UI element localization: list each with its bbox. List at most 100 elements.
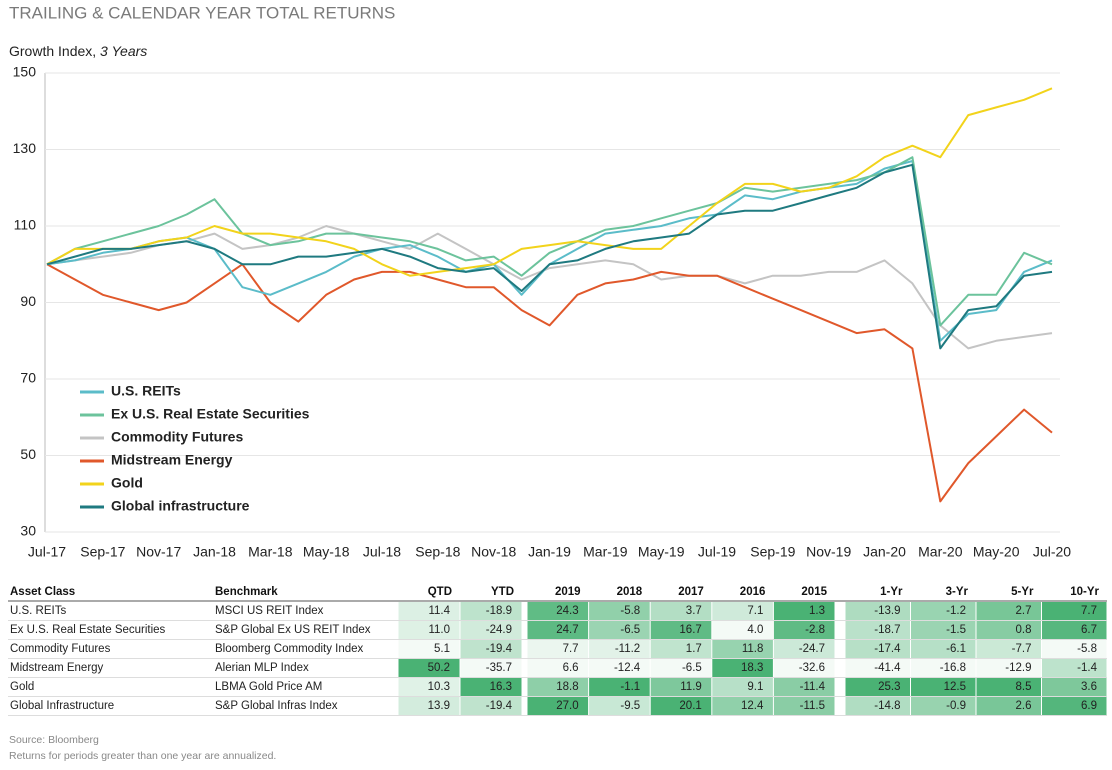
column-header: 5-Yr — [1011, 586, 1034, 598]
table-cell: 0.8 — [1016, 624, 1032, 636]
cell-shade — [773, 621, 835, 639]
cell-shade — [460, 697, 522, 715]
table-cell: -16.8 — [940, 662, 966, 674]
x-tick-label: Mar-19 — [583, 544, 628, 560]
table-cell: Global Infrastructure — [10, 700, 114, 712]
cell-shade — [845, 678, 910, 696]
cell-shade — [911, 697, 976, 715]
table-cell: Alerian MLP Index — [215, 662, 309, 674]
table-cell: -2.8 — [805, 624, 825, 636]
series-line — [46, 160, 1053, 342]
cell-shade — [911, 621, 976, 639]
table-cell: -12.9 — [1005, 662, 1031, 674]
table-cell: -13.9 — [874, 605, 900, 617]
cell-shade — [589, 659, 650, 677]
table-cell: MSCI US REIT Index — [215, 605, 324, 617]
cell-shade — [460, 659, 522, 677]
cell-shade — [527, 678, 589, 696]
cell-shade — [650, 621, 712, 639]
table-cell: 13.9 — [428, 700, 450, 712]
x-tick-label: Jan-20 — [863, 544, 906, 560]
table-cell: U.S. REITs — [10, 605, 66, 617]
table-cell: 3.6 — [1081, 681, 1097, 693]
x-tick-label: Sep-19 — [750, 544, 795, 560]
table-cell: 7.7 — [1081, 605, 1097, 617]
table-cell: -6.5 — [620, 624, 640, 636]
table-cell: -11.5 — [800, 700, 825, 712]
table-cell: 25.3 — [878, 681, 900, 693]
column-header: 10-Yr — [1070, 586, 1099, 598]
cell-shade — [1042, 678, 1107, 696]
table-cell: -19.4 — [486, 643, 513, 655]
series-line — [46, 225, 1053, 350]
table-cell: -5.8 — [1077, 643, 1097, 655]
table-cell: -11.4 — [800, 681, 826, 693]
cell-shade — [650, 697, 712, 715]
cell-shade — [589, 678, 650, 696]
table-cell: 6.7 — [1081, 624, 1097, 636]
page-title: TRAILING & CALENDAR YEAR TOTAL RETURNS — [9, 3, 395, 22]
legend-label: Ex U.S. Real Estate Securities — [111, 406, 310, 422]
table-cell: 2.6 — [1016, 700, 1032, 712]
table-cell: -18.7 — [874, 624, 900, 636]
x-tick-label: Jan-18 — [193, 544, 236, 560]
subtitle: Growth Index, — [9, 43, 96, 59]
column-header: 1-Yr — [880, 586, 903, 598]
x-tick-label: May-18 — [303, 544, 350, 560]
column-header: 2018 — [617, 586, 643, 598]
column-header: 3-Yr — [946, 586, 969, 598]
column-header: YTD — [491, 586, 514, 598]
cell-shade — [1042, 602, 1107, 620]
cell-shade — [845, 640, 910, 658]
cell-shade — [845, 621, 910, 639]
cell-shade — [712, 678, 773, 696]
cell-shade — [773, 678, 835, 696]
table-cell: -6.5 — [682, 662, 702, 674]
column-header: Benchmark — [215, 586, 278, 598]
column-header: QTD — [428, 586, 452, 598]
table-cell: 3.7 — [686, 605, 702, 617]
table-cell: -17.4 — [874, 643, 901, 655]
chart-subtitle: Growth Index, 3 Years — [9, 43, 147, 59]
cell-shade — [650, 640, 712, 658]
table-cell: -19.4 — [486, 700, 513, 712]
cell-shade — [976, 697, 1041, 715]
cell-shade — [1042, 697, 1107, 715]
table-cell: 12.5 — [944, 681, 966, 693]
table-cell: 16.7 — [679, 624, 701, 636]
table-cell: -32.6 — [799, 662, 825, 674]
cell-shade — [650, 602, 712, 620]
cell-shade — [712, 659, 773, 677]
table-cell: -6.1 — [946, 643, 966, 655]
table-cell: 11.8 — [742, 643, 764, 655]
x-tick-label: Mar-20 — [918, 544, 963, 560]
cell-shade — [773, 697, 835, 715]
y-tick-label: 50 — [20, 446, 36, 462]
table-cell: 27.0 — [556, 700, 578, 712]
cell-shade — [460, 602, 522, 620]
table-cell: 6.6 — [563, 662, 579, 674]
table-cell: 1.7 — [686, 643, 702, 655]
y-tick-label: 30 — [20, 523, 36, 539]
cell-shade — [527, 697, 589, 715]
source: Source: Bloomberg — [9, 734, 99, 746]
cell-shade — [712, 621, 773, 639]
table-cell: 16.3 — [490, 681, 512, 693]
cell-shade — [398, 697, 460, 715]
legend-label: U.S. REITs — [111, 383, 181, 399]
x-tick-label: Nov-19 — [806, 544, 851, 560]
table-cell: 6.9 — [1081, 700, 1097, 712]
table-cell: 2.7 — [1016, 605, 1032, 617]
table-cell: 8.5 — [1016, 681, 1032, 693]
legend-label: Midstream Energy — [111, 452, 233, 468]
column-header: 2015 — [801, 586, 827, 598]
table-cell: -24.9 — [486, 624, 512, 636]
cell-shade — [911, 640, 976, 658]
cell-shade — [712, 602, 773, 620]
cell-shade — [976, 659, 1041, 677]
x-tick-label: Nov-17 — [136, 544, 181, 560]
table-cell: 1.3 — [809, 605, 825, 617]
table-cell: -18.9 — [486, 605, 512, 617]
table-cell: 7.7 — [563, 643, 579, 655]
